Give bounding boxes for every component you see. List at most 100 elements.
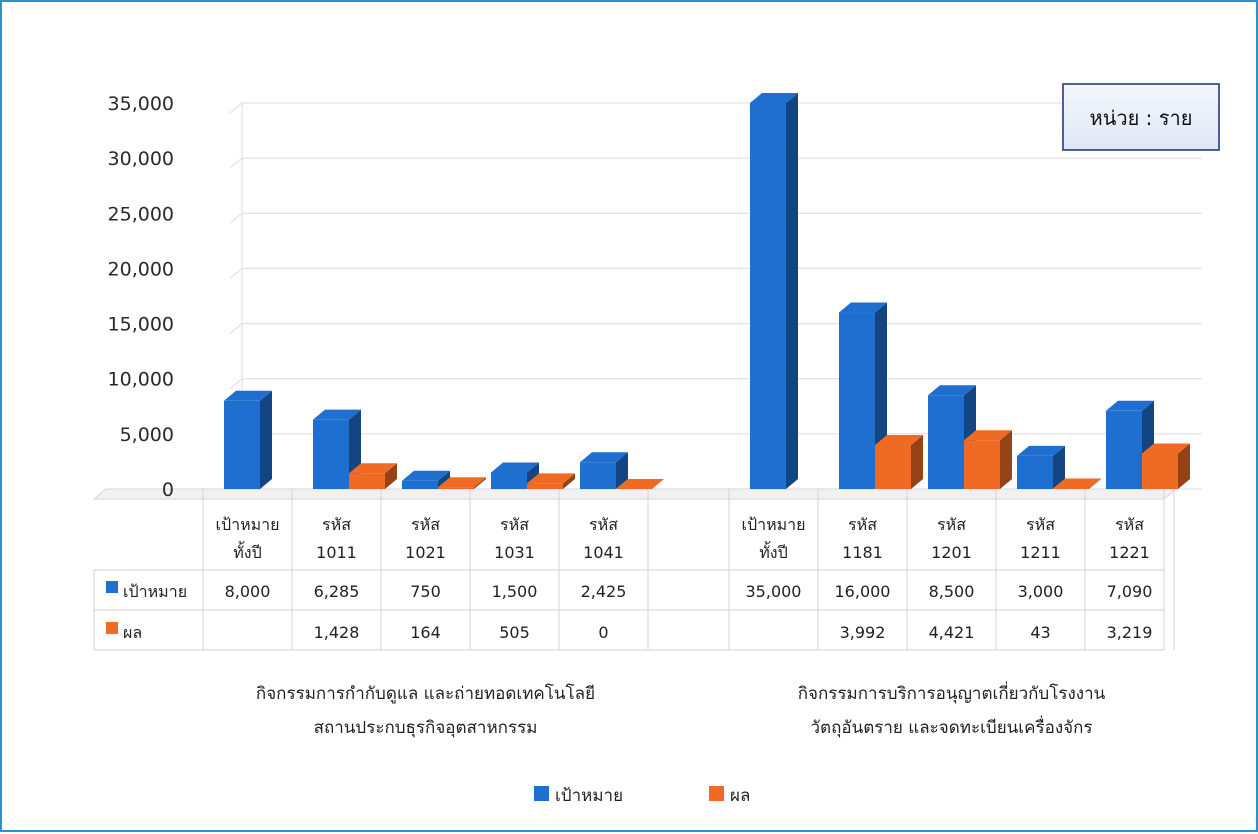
group-titles: กิจกรรมการกำกับดูแล และถ่ายทอดเทคโนโลยีส… — [256, 681, 1106, 738]
gridline-slant — [230, 268, 242, 278]
category-label: รหัส — [1026, 515, 1055, 534]
gridline-slant — [230, 379, 242, 389]
gridline-slant — [230, 103, 242, 113]
legend-label: เป้าหมาย — [555, 786, 623, 806]
table-value-target: 8,500 — [929, 582, 975, 601]
y-tick-label: 35,000 — [108, 93, 174, 115]
table-value-target: 16,000 — [835, 582, 891, 601]
bars — [224, 93, 1190, 489]
group-title: กิจกรรมการบริการอนุญาตเกี่ยวกับโรงงาน — [798, 681, 1106, 704]
bar-เป้าหมาย-front — [928, 395, 964, 489]
category-label: รหัส — [589, 515, 618, 534]
table-value-result: 164 — [410, 623, 441, 642]
category-label: รหัส — [937, 515, 966, 534]
table-value-target: 6,285 — [314, 582, 360, 601]
table-value-result: 4,421 — [929, 623, 975, 642]
bar-เป้าหมาย-front — [750, 103, 786, 489]
category-label: 1211 — [1020, 543, 1061, 562]
bar-เป้าหมาย-front — [1017, 456, 1053, 489]
bar-ผล-front — [438, 487, 474, 489]
row-header-เป้าหมาย: เป้าหมาย — [123, 582, 187, 601]
bar-ผล-front — [349, 473, 385, 489]
bar-ผล — [964, 430, 1012, 489]
unit-box: หน่วย : ราย — [1063, 84, 1219, 150]
legend-swatch-ผล — [709, 786, 724, 801]
category-label: 1041 — [583, 543, 624, 562]
gridline-slant — [230, 324, 242, 334]
bar-เป้าหมาย — [1017, 446, 1065, 489]
y-tick-label: 0 — [162, 479, 174, 501]
bar-เป้าหมาย — [224, 391, 272, 489]
category-label: เป้าหมาย — [741, 515, 805, 534]
category-label: 1201 — [931, 543, 972, 562]
bar-เป้าหมาย — [580, 452, 628, 489]
table-value-result: 505 — [499, 623, 530, 642]
y-tick-label: 10,000 — [108, 369, 174, 391]
bar-เป้าหมาย-front — [313, 420, 349, 489]
legend-label: ผล — [730, 786, 750, 806]
bar-เป้าหมาย-side — [786, 93, 798, 489]
bar-เป้าหมาย-side — [260, 391, 272, 489]
category-label: 1181 — [842, 543, 883, 562]
gridline-slant — [230, 158, 242, 168]
y-axis: 0 5,000 10,000 15,000 20,000 25,000 30,000 35,0… — [108, 93, 174, 501]
legend-key-ผล — [106, 622, 118, 634]
bar-เป้าหมาย-front — [224, 401, 260, 489]
group-title: สถานประกบธุรกิจอุตสาหกรรม — [314, 718, 538, 738]
category-label: ทั้งปี — [233, 541, 262, 562]
gridline-slant — [230, 213, 242, 223]
category-label: 1021 — [405, 543, 446, 562]
chart-floor — [94, 489, 1176, 499]
category-label: 1221 — [1109, 543, 1150, 562]
legend: เป้าหมาย ผล — [534, 786, 750, 806]
table-value-target: 2,425 — [581, 582, 627, 601]
table-value-result: 0 — [598, 623, 608, 642]
table-value-target: 1,500 — [492, 582, 538, 601]
legend-swatch-เป้าหมาย — [534, 786, 549, 801]
category-label: รหัส — [848, 515, 877, 534]
group-title: กิจกรรมการกำกับดูแล และถ่ายทอดเทคโนโลยี — [256, 683, 595, 704]
table-value-result: 3,992 — [840, 623, 886, 642]
bar-ผล-side — [1000, 430, 1012, 489]
category-label: รหัส — [322, 515, 351, 534]
bar-เป้าหมาย-front — [839, 313, 875, 489]
bar-เป้าหมาย-front — [402, 481, 438, 489]
bar-ผล — [875, 435, 923, 489]
bar-ผล-front — [875, 445, 911, 489]
bar-ผล-front — [964, 440, 1000, 489]
y-tick-label: 5,000 — [120, 424, 174, 446]
category-label: รหัส — [500, 515, 529, 534]
table-value-target: 3,000 — [1018, 582, 1064, 601]
unit-label: หน่วย : ราย — [1090, 106, 1193, 130]
group-title: วัตถุอันตราย และจดทะเบียนเครื่องจักร — [810, 715, 1092, 738]
table-value-result: 43 — [1030, 623, 1050, 642]
bar-เป้าหมาย-front — [580, 462, 616, 489]
category-label: เป้าหมาย — [215, 515, 279, 534]
y-tick-label: 15,000 — [108, 314, 174, 336]
table-value-result: 1,428 — [314, 623, 360, 642]
table-value-target: 750 — [410, 582, 441, 601]
category-label: 1011 — [316, 543, 357, 562]
table-value-result: 3,219 — [1107, 623, 1153, 642]
y-tick-label: 25,000 — [108, 203, 174, 225]
y-tick-label: 20,000 — [108, 258, 174, 280]
row-header-ผล: ผล — [123, 623, 142, 642]
legend-key-เป้าหมาย — [106, 581, 118, 593]
bar-เป้าหมาย-front — [491, 472, 527, 489]
bar-ผล-front — [1142, 453, 1178, 489]
category-label: 1031 — [494, 543, 535, 562]
bar-เป้าหมาย — [750, 93, 798, 489]
category-label: ทั้งปี — [759, 541, 788, 562]
table-value-target: 8,000 — [225, 582, 271, 601]
y-tick-label: 30,000 — [108, 148, 174, 170]
table-value-target: 7,090 — [1107, 582, 1153, 601]
bar-ผล-front — [527, 483, 563, 489]
category-label: รหัส — [411, 515, 440, 534]
data-table: เป้าหมายผลเป้าหมายทั้งปี8,000รหัส10116,2… — [94, 489, 1174, 650]
category-label: รหัส — [1115, 515, 1144, 534]
table-value-target: 35,000 — [746, 582, 802, 601]
bar-เป้าหมาย-front — [1106, 411, 1142, 489]
bar-ผล — [1142, 443, 1190, 489]
